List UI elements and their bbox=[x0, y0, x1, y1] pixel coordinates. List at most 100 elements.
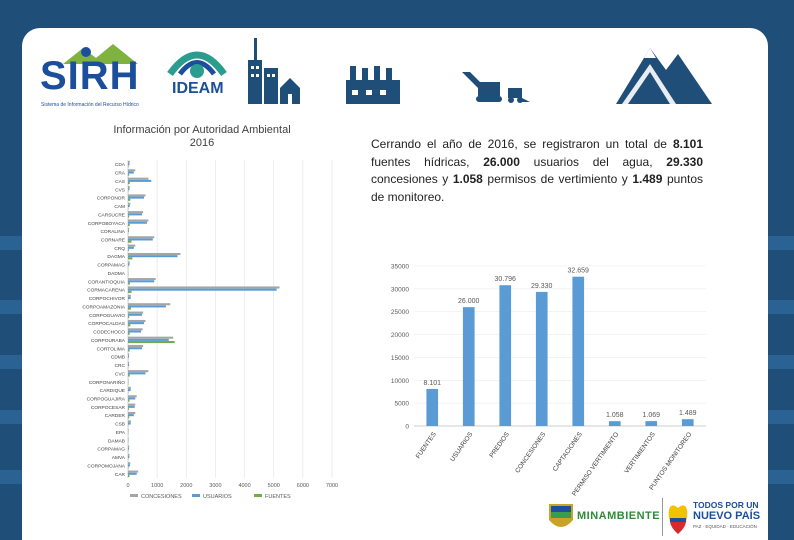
sirh-logo-text: SIRH bbox=[40, 54, 140, 98]
bar-usuarios bbox=[128, 221, 147, 224]
ideam-eye-icon bbox=[167, 51, 227, 78]
category-label: CAPTACIONES bbox=[552, 431, 585, 473]
category-label: CARDIQUE bbox=[100, 388, 125, 394]
category-label: CORPOAMAZONIA bbox=[82, 304, 125, 310]
bar-fuentes bbox=[128, 307, 131, 310]
category-label: CORPOURABA bbox=[91, 338, 126, 344]
bar bbox=[608, 421, 621, 426]
x-tick-label: 2000 bbox=[180, 483, 192, 489]
authority-bar-chart: 0 1000 2000 3000 4000 5000 6000 7000 CDA CRA CAS CV… bbox=[82, 160, 338, 500]
bar-fuentes bbox=[128, 349, 130, 352]
category-label: CORPONOR bbox=[97, 196, 126, 202]
category-label: CORPAMAG bbox=[97, 263, 125, 269]
sirh-tagline: Sistema de Información del Recurso Hídri… bbox=[41, 102, 139, 108]
category-label: CRQ bbox=[114, 246, 125, 252]
category-label: CORPOCHIVOR bbox=[89, 296, 126, 302]
bar-concesiones bbox=[128, 428, 129, 431]
y-tick-label: 30000 bbox=[391, 286, 409, 293]
data-label: 29.330 bbox=[531, 283, 553, 290]
slide-card: SIRH Sistema de Información del Recurso … bbox=[22, 28, 768, 540]
y-tick-label: 15000 bbox=[391, 355, 409, 362]
bar-fuentes bbox=[128, 173, 130, 176]
legend-label: FUENTES bbox=[265, 494, 291, 500]
y-tick-label: 25000 bbox=[391, 309, 409, 316]
bar-concesiones bbox=[128, 286, 280, 289]
bar-concesiones bbox=[128, 202, 131, 205]
category-label: CORPOCESAR bbox=[91, 405, 126, 411]
category-label: CORANTIOQUIA bbox=[88, 279, 126, 285]
category-label: CORTOLIMA bbox=[97, 346, 126, 352]
y-tick-label: 5000 bbox=[395, 401, 410, 408]
bar-usuarios bbox=[128, 246, 134, 249]
legend-swatch bbox=[254, 494, 262, 497]
bar-usuarios bbox=[128, 171, 134, 174]
bar-usuarios bbox=[128, 230, 129, 233]
bar-concesiones bbox=[128, 261, 130, 264]
totals-bar-chart: 0 5000 10000 15000 20000 25000 30000 35000 8.101… bbox=[391, 264, 706, 497]
category-label: CAS bbox=[115, 179, 125, 185]
bar-fuentes bbox=[128, 165, 129, 168]
ideam-logo-text: IDEAM bbox=[172, 80, 224, 97]
bar-concesiones bbox=[128, 160, 130, 163]
bar-concesiones bbox=[128, 194, 146, 197]
todos-line2: NUEVO PAÍS bbox=[693, 510, 761, 522]
bar-usuarios bbox=[128, 238, 153, 241]
bar-fuentes bbox=[128, 248, 129, 252]
todos-line1: TODOS POR UN bbox=[693, 500, 759, 510]
bar-fuentes bbox=[128, 324, 131, 327]
bar-concesiones bbox=[128, 303, 171, 306]
excavator-icon bbox=[462, 72, 530, 103]
bar-fuentes bbox=[128, 257, 133, 260]
bar-usuarios bbox=[128, 322, 145, 325]
bar-concesiones bbox=[128, 177, 149, 180]
y-tick-label: 35000 bbox=[391, 264, 409, 271]
category-label: USUARIOS bbox=[449, 431, 475, 463]
bar-usuarios bbox=[128, 363, 130, 367]
bar-fuentes bbox=[128, 290, 132, 293]
bar-usuarios bbox=[128, 472, 137, 475]
category-label: DAGMA bbox=[107, 254, 125, 260]
x-tick-label: 6000 bbox=[297, 483, 309, 489]
bar-usuarios bbox=[128, 163, 130, 166]
bar-fuentes bbox=[128, 341, 175, 344]
category-label: CDA bbox=[115, 162, 126, 168]
bar-fuentes bbox=[128, 240, 132, 243]
bar-concesiones bbox=[128, 378, 129, 381]
bar-usuarios bbox=[128, 372, 146, 375]
category-label: CORMACARENA bbox=[87, 288, 126, 294]
category-label: DADMA bbox=[108, 271, 126, 277]
category-label: CAR bbox=[115, 472, 126, 478]
bar-concesiones bbox=[128, 353, 130, 356]
data-label: 26.000 bbox=[458, 298, 480, 305]
bar-concesiones bbox=[128, 437, 129, 440]
bar-usuarios bbox=[128, 313, 142, 316]
legend-label: USUARIOS bbox=[203, 494, 232, 500]
legend-swatch bbox=[192, 494, 200, 497]
bar-fuentes bbox=[128, 374, 130, 377]
bar-usuarios bbox=[128, 355, 130, 358]
category-label: CORNARE bbox=[101, 238, 125, 244]
summary-value-fuentes: 8.101 bbox=[672, 137, 703, 151]
colombia-shield-icon bbox=[549, 504, 573, 527]
bar-concesiones bbox=[128, 445, 130, 448]
category-label: DAMAB bbox=[108, 438, 125, 444]
colombia-flag-heart-icon bbox=[668, 505, 688, 534]
legend-swatch bbox=[130, 494, 138, 497]
bar-fuentes bbox=[128, 315, 130, 318]
bar-fuentes bbox=[128, 282, 131, 285]
y-tick-label: 0 bbox=[405, 424, 409, 431]
bar-concesiones bbox=[128, 395, 137, 398]
category-label: PUNTOS MONITOREO bbox=[648, 431, 693, 491]
category-label: VERTIMIENTOS bbox=[623, 431, 657, 475]
category-label: CORPOMOJANA bbox=[87, 463, 125, 469]
bar-concesiones bbox=[128, 186, 130, 189]
data-label: 8.101 bbox=[423, 380, 441, 387]
bar bbox=[499, 285, 512, 426]
bar bbox=[645, 421, 658, 426]
category-label: CARDER bbox=[105, 413, 126, 419]
bar-fuentes bbox=[128, 416, 130, 419]
bar-concesiones bbox=[128, 411, 136, 415]
bar-usuarios bbox=[128, 447, 130, 450]
bar-concesiones bbox=[128, 294, 131, 297]
bar-fuentes bbox=[128, 182, 130, 185]
